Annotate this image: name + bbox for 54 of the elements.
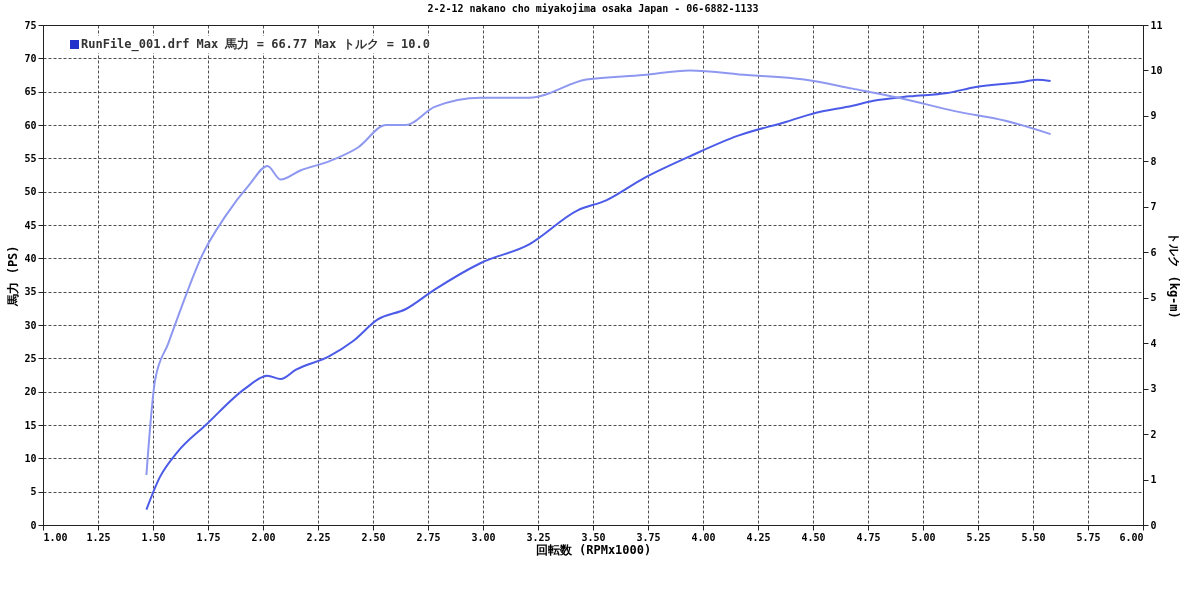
x-tick-label: 1.50	[141, 531, 166, 543]
y-tick-label: 50	[24, 186, 37, 198]
y2-tick-label: 8	[1150, 155, 1157, 167]
y-tick-label: 75	[24, 19, 37, 31]
x-tick-label: 3.50	[581, 531, 606, 543]
x-tick-label: 2.75	[416, 531, 441, 543]
y-tick-label: 35	[24, 286, 37, 298]
y2-tick-label: 6	[1150, 246, 1157, 258]
x-tick-label: 1.25	[86, 531, 111, 543]
y-tick-label: 55	[24, 152, 37, 164]
y-tick-label: 5	[30, 486, 37, 498]
annotation: RunFile_001.drf Max 馬力 = 66.77 Max トルク = 10.0	[81, 36, 430, 53]
y-tick-label: 30	[24, 319, 37, 331]
chart-title: 2-2-12 nakano cho miyakojima osaka Japan - 06-6882-1133	[427, 3, 759, 14]
y-tick-label: 45	[24, 219, 37, 231]
x-tick-label: 1.00	[43, 531, 68, 543]
x-tick-label: 3.00	[471, 531, 496, 543]
x-tick-label: 3.75	[636, 531, 661, 543]
y2-axis-title: トルク (kg-m)	[1166, 232, 1181, 319]
y-axis-title: 馬力 (PS)	[6, 245, 21, 307]
y-tick-label: 65	[24, 86, 37, 98]
x-tick-label: 5.25	[966, 531, 991, 543]
y2-tick-label: 2	[1150, 428, 1157, 440]
y-tick-label: 0	[30, 519, 37, 531]
y2-tick-label: 1	[1150, 474, 1157, 486]
x-tick-label: 4.00	[691, 531, 716, 543]
y-tick-label: 15	[24, 419, 37, 431]
y2-tick-label: 9	[1150, 110, 1157, 122]
x-tick-label: 3.25	[526, 531, 551, 543]
y-tick-label: 10	[24, 452, 37, 464]
x-tick-label: 2.00	[251, 531, 276, 543]
y2-tick-label: 3	[1150, 383, 1157, 395]
x-tick-label: 2.25	[306, 531, 331, 543]
x-tick-label: 5.75	[1076, 531, 1101, 543]
x-axis-title: 回転数 (RPMx1000)	[535, 542, 652, 557]
y2-tick-label: 0	[1150, 519, 1157, 531]
x-tick-label: 1.75	[196, 531, 221, 543]
y-tick-label: 40	[24, 252, 37, 264]
y-tick-label: 25	[24, 352, 37, 364]
y2-tick-label: 10	[1150, 64, 1163, 76]
y-tick-label: 20	[24, 386, 37, 398]
x-tick-label: 4.25	[746, 531, 771, 543]
y-tick-label: 60	[24, 119, 37, 131]
x-tick-label: 6.00	[1119, 531, 1144, 543]
y2-tick-label: 7	[1150, 201, 1157, 213]
y2-tick-label: 5	[1150, 292, 1157, 304]
x-tick-label: 4.50	[801, 531, 826, 543]
x-tick-label: 5.50	[1021, 531, 1046, 543]
x-tick-label: 4.75	[856, 531, 881, 543]
y2-tick-label: 11	[1150, 19, 1163, 31]
y-tick-label: 70	[24, 52, 37, 64]
x-tick-label: 2.50	[361, 531, 386, 543]
x-tick-label: 5.00	[911, 531, 936, 543]
y2-tick-label: 4	[1150, 337, 1157, 349]
